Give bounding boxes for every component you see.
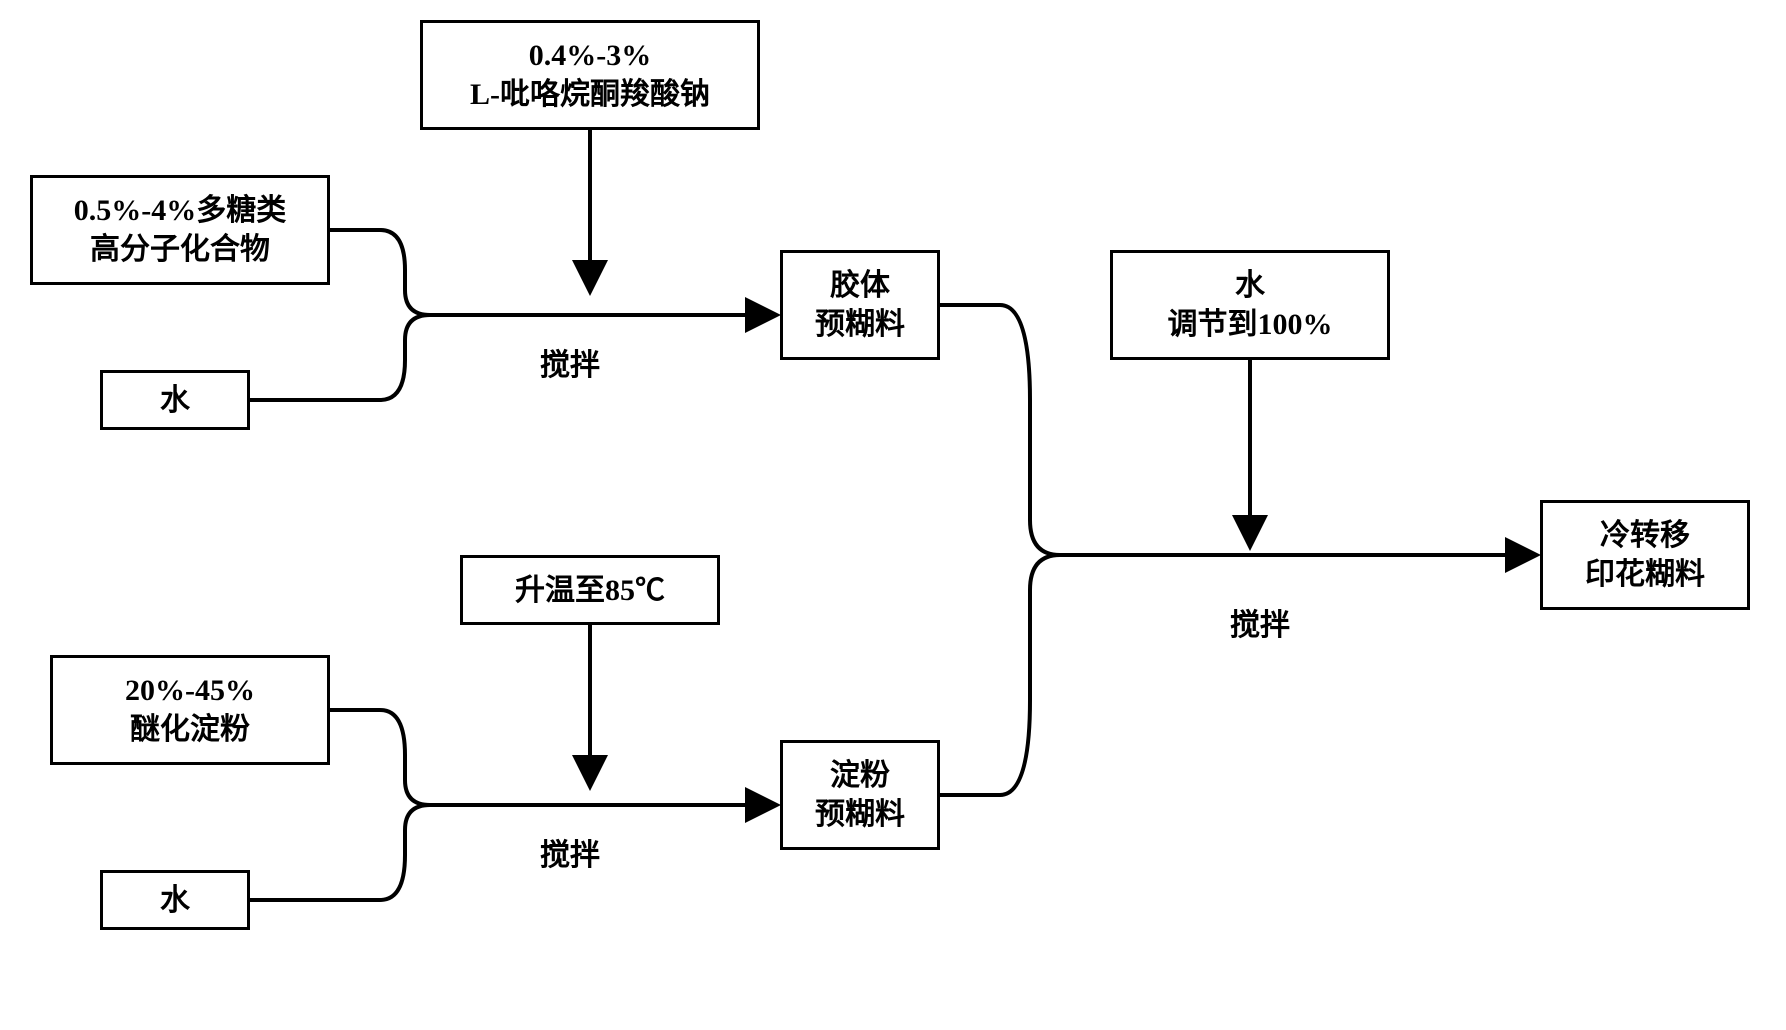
node-polysaccharide: 0.5%-4%多糖类 高分子化合物 xyxy=(30,175,330,285)
node-water-top: 水 xyxy=(100,370,250,430)
node-text: 胶体 xyxy=(830,266,890,305)
node-text: 水 xyxy=(1235,266,1265,305)
node-ether-starch: 20%-45% 醚化淀粉 xyxy=(50,655,330,765)
node-text: 水 xyxy=(160,881,190,920)
node-starch-pre: 淀粉 预糊料 xyxy=(780,740,940,850)
flowchart-canvas: 0.4%-3% L-吡咯烷酮羧酸钠 0.5%-4%多糖类 高分子化合物 水 胶体… xyxy=(0,0,1786,1030)
label-stir-1: 搅拌 xyxy=(540,340,600,384)
node-water-adjust: 水 调节到100% xyxy=(1110,250,1390,360)
node-text: 淀粉 xyxy=(830,756,890,795)
node-text: L-吡咯烷酮羧酸钠 xyxy=(470,75,710,114)
node-top-additive: 0.4%-3% L-吡咯烷酮羧酸钠 xyxy=(420,20,760,130)
node-text: 0.4%-3% xyxy=(529,36,652,75)
node-text: 调节到100% xyxy=(1168,305,1333,344)
node-text: 印花糊料 xyxy=(1585,555,1705,594)
connectors-overlay xyxy=(0,0,1786,1030)
node-text: 升温至85℃ xyxy=(515,571,665,610)
node-water-bottom: 水 xyxy=(100,870,250,930)
node-heat: 升温至85℃ xyxy=(460,555,720,625)
node-text: 20%-45% xyxy=(125,671,255,710)
node-text: 高分子化合物 xyxy=(90,230,270,269)
node-cold-transfer: 冷转移 印花糊料 xyxy=(1540,500,1750,610)
label-stir-2: 搅拌 xyxy=(540,830,600,874)
node-text: 醚化淀粉 xyxy=(130,710,250,749)
node-text: 0.5%-4%多糖类 xyxy=(74,191,287,230)
node-text: 水 xyxy=(160,381,190,420)
node-text: 冷转移 xyxy=(1600,516,1690,555)
label-stir-3: 搅拌 xyxy=(1230,600,1290,644)
node-text: 预糊料 xyxy=(815,795,905,834)
node-text: 预糊料 xyxy=(815,305,905,344)
node-colloid-pre: 胶体 预糊料 xyxy=(780,250,940,360)
